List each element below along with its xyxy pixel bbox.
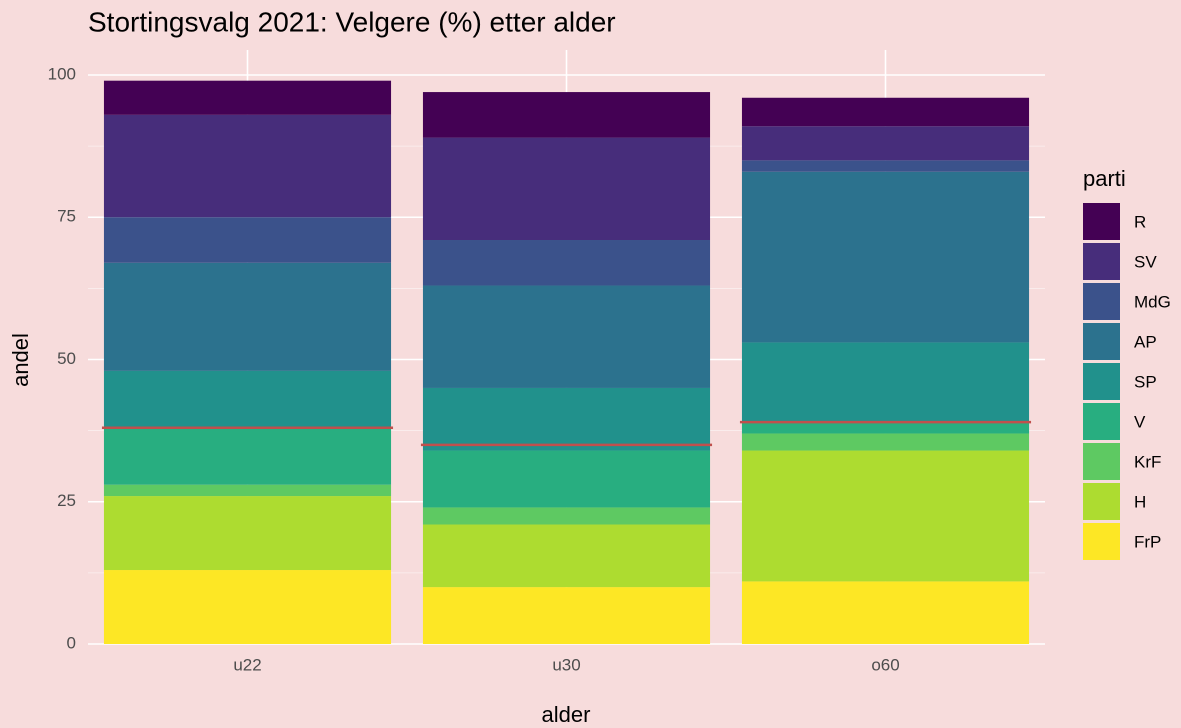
bar-segment — [422, 450, 711, 508]
bar-segment — [422, 524, 711, 588]
y-tick-label: 100 — [48, 64, 76, 83]
bar-segment — [103, 427, 392, 485]
chart-title: Stortingsvalg 2021: Velgere (%) etter al… — [88, 6, 616, 37]
legend-swatch — [1083, 443, 1120, 480]
bar-segment — [741, 433, 1030, 451]
bar-segment — [422, 587, 711, 644]
legend-swatch — [1083, 243, 1120, 280]
x-tick-label: u22 — [233, 655, 261, 674]
legend-swatch — [1083, 483, 1120, 520]
legend-label: SP — [1134, 372, 1157, 391]
bar-segment — [103, 370, 392, 428]
bar-segment — [741, 450, 1030, 582]
bar-segment — [422, 137, 711, 241]
bar-segment — [103, 217, 392, 263]
y-axis-label: andel — [8, 333, 33, 387]
bar-segment — [422, 285, 711, 388]
bar-segment — [741, 160, 1030, 172]
y-tick-label: 0 — [67, 633, 76, 652]
bar-segment — [741, 126, 1030, 161]
bar-segment — [741, 342, 1030, 423]
legend-label: V — [1134, 412, 1146, 431]
x-tick-label: o60 — [871, 655, 899, 674]
legend-label: AP — [1134, 332, 1157, 351]
y-tick-label: 75 — [57, 207, 76, 226]
legend-label: H — [1134, 492, 1146, 511]
legend-label: KrF — [1134, 452, 1161, 471]
bar-segment — [422, 92, 711, 138]
bar-segment — [422, 507, 711, 525]
bar-segment — [741, 581, 1030, 644]
bar-segment — [741, 97, 1030, 127]
x-axis-label: alder — [542, 702, 591, 727]
bar-segment — [741, 171, 1030, 343]
bar-segment — [103, 114, 392, 218]
bar-segment — [741, 422, 1030, 434]
bar-segment — [103, 80, 392, 115]
legend-swatch — [1083, 403, 1120, 440]
legend-label: MdG — [1134, 292, 1171, 311]
legend-swatch — [1083, 323, 1120, 360]
x-tick-label: u30 — [552, 655, 580, 674]
legend-swatch — [1083, 363, 1120, 400]
bar-segment — [103, 570, 392, 644]
legend-label: FrP — [1134, 532, 1161, 551]
bar-segment — [103, 484, 392, 497]
bar-segment — [103, 262, 392, 371]
bar-segment — [103, 496, 392, 571]
legend-swatch — [1083, 203, 1120, 240]
legend-label: R — [1134, 212, 1146, 231]
bar-segment — [422, 240, 711, 286]
y-tick-label: 25 — [57, 491, 76, 510]
y-tick-label: 50 — [57, 349, 76, 368]
bar-segment — [422, 387, 711, 451]
legend-label: SV — [1134, 252, 1157, 271]
legend-title: parti — [1083, 166, 1126, 191]
legend-swatch — [1083, 283, 1120, 320]
legend-swatch — [1083, 523, 1120, 560]
